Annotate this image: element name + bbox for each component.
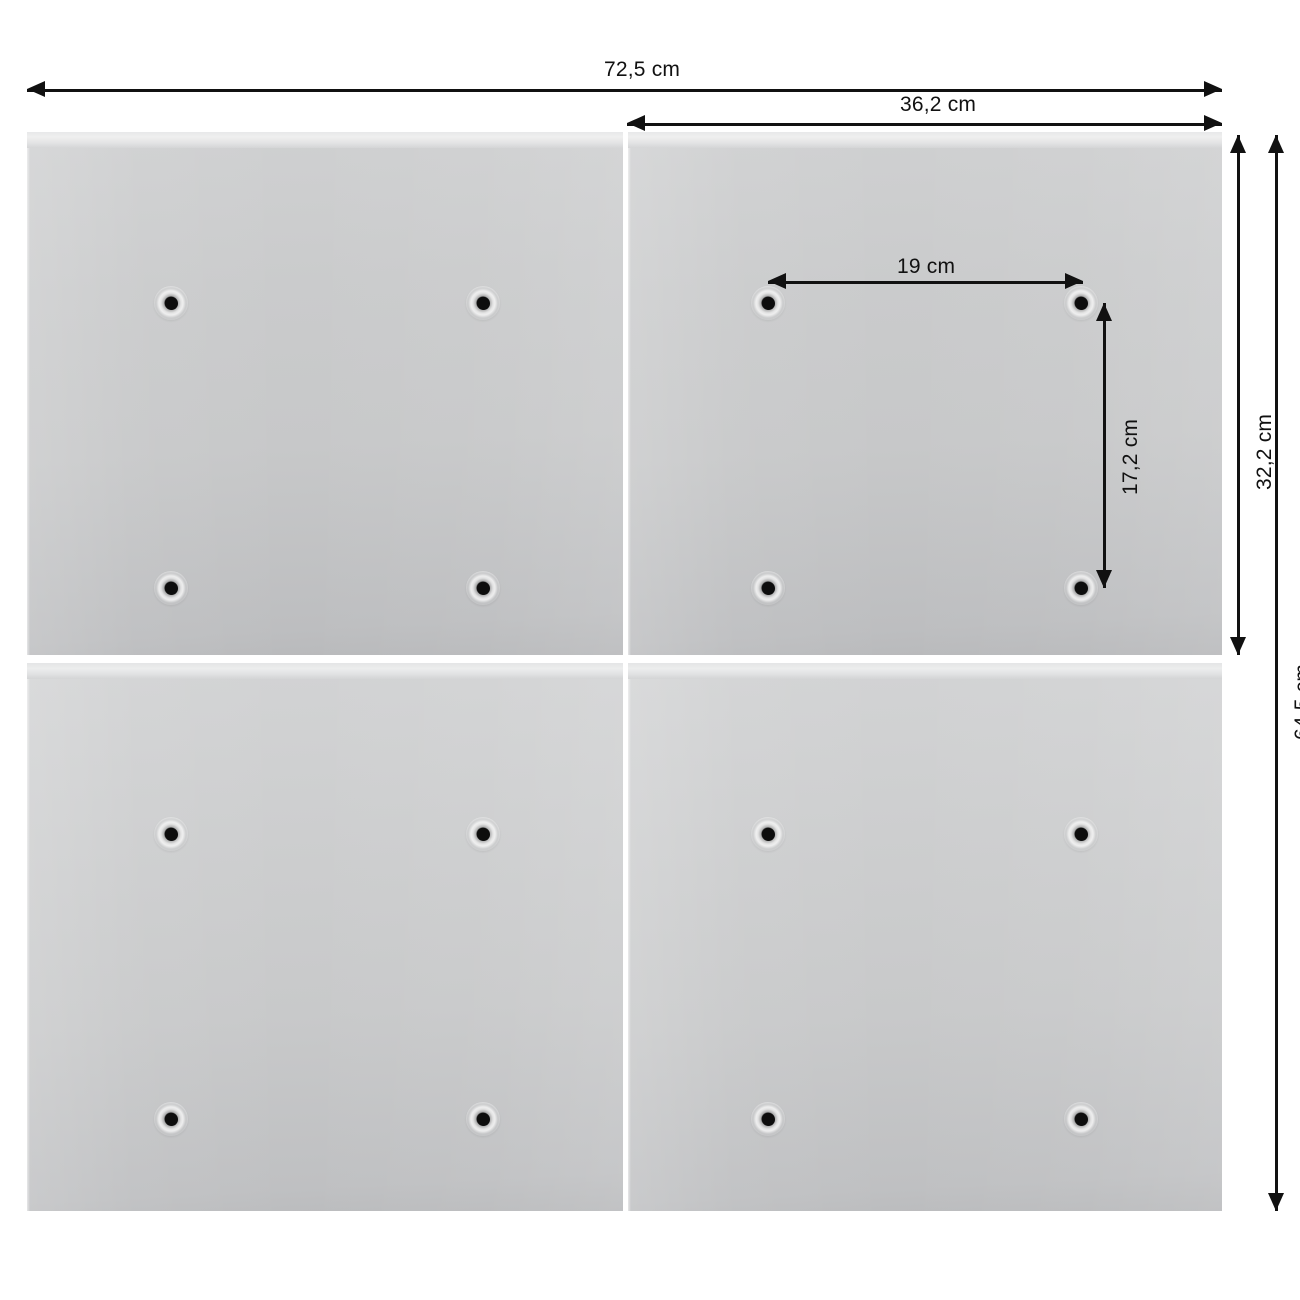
panel-top-bevel — [27, 132, 623, 149]
mounting-hole — [154, 817, 188, 851]
panel-top-right — [628, 132, 1222, 655]
mounting-hole — [1064, 286, 1098, 320]
mounting-hole — [154, 286, 188, 320]
mounting-hole — [466, 286, 500, 320]
hole-bore — [476, 581, 490, 595]
hole-bore — [1074, 827, 1088, 841]
mounting-hole — [154, 571, 188, 605]
hole-bore — [761, 296, 775, 310]
mounting-hole — [751, 1102, 785, 1136]
hole-bore — [761, 1112, 775, 1126]
mounting-hole — [1064, 571, 1098, 605]
hole-bore — [164, 1112, 178, 1126]
hole-bore — [476, 296, 490, 310]
mounting-hole — [466, 817, 500, 851]
panel-face — [27, 679, 623, 1211]
mounting-hole — [751, 817, 785, 851]
panel-top-bevel — [628, 132, 1222, 149]
hole-bore — [164, 827, 178, 841]
dimension-label-overall-height: 64,5 cm — [1291, 663, 1300, 740]
mounting-hole — [154, 1102, 188, 1136]
panel-top-bevel — [27, 663, 623, 680]
hole-bore — [164, 581, 178, 595]
panel-face — [628, 679, 1222, 1211]
dimension-label-hole-spacing-vertical: 17,2 cm — [1119, 418, 1142, 495]
hole-bore — [1074, 1112, 1088, 1126]
dimension-label-panel-width: 36,2 cm — [900, 93, 977, 116]
hole-bore — [476, 1112, 490, 1126]
mounting-hole — [751, 286, 785, 320]
panel-top-left — [27, 132, 623, 655]
mounting-hole — [751, 571, 785, 605]
dimension-label-overall-width: 72,5 cm — [604, 58, 681, 81]
hole-bore — [761, 581, 775, 595]
panel-top-bevel — [628, 663, 1222, 680]
hole-bore — [761, 827, 775, 841]
panel-face — [27, 148, 623, 655]
mounting-hole — [466, 1102, 500, 1136]
mounting-hole — [1064, 817, 1098, 851]
panel-bottom-right — [628, 663, 1222, 1211]
dimension-label-hole-spacing-horizontal: 19 cm — [897, 255, 956, 278]
mounting-hole — [1064, 1102, 1098, 1136]
hole-bore — [1074, 296, 1088, 310]
dimension-label-panel-height: 32,2 cm — [1253, 413, 1276, 490]
mounting-hole — [466, 571, 500, 605]
hole-bore — [1074, 581, 1088, 595]
panel-bottom-left — [27, 663, 623, 1211]
hole-bore — [164, 296, 178, 310]
panel-face — [628, 148, 1222, 655]
hole-bore — [476, 827, 490, 841]
